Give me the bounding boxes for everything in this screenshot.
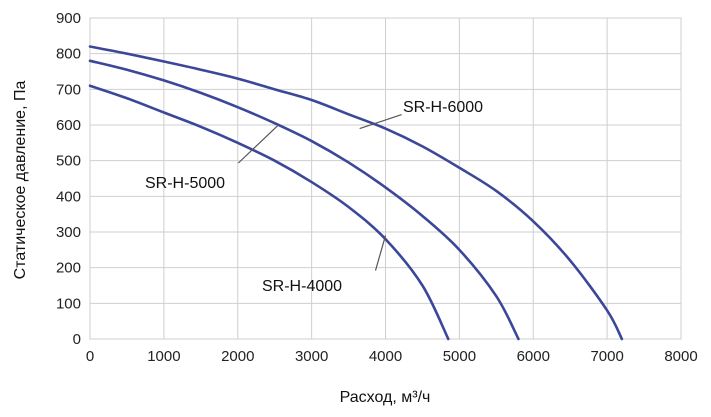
leader-line-sr-h-5000 [237, 124, 279, 164]
series-label-sr-h-6000: SR-H-6000 [403, 99, 483, 116]
y-tick-label-6: 600 [56, 117, 81, 134]
y-tick-label-8: 800 [56, 46, 81, 63]
series-line-sr-h-5000 [88, 59, 520, 341]
y-tick-label-3: 300 [56, 224, 81, 241]
y-tick-label-7: 700 [56, 81, 81, 98]
series-line-sr-h-4000 [88, 84, 450, 341]
series-label-sr-h-5000: SR-H-5000 [145, 175, 225, 192]
x-axis-title: Расход, м³/ч [340, 389, 431, 406]
x-tick-label-6: 6000 [517, 348, 550, 365]
y-tick-label-1: 100 [56, 295, 81, 312]
x-tick-label-8: 8000 [664, 348, 697, 365]
y-tick-label-0: 0 [73, 331, 81, 348]
leader-line-sr-h-6000 [359, 113, 402, 130]
x-tick-label-1: 1000 [147, 348, 180, 365]
y-tick-label-2: 200 [56, 260, 81, 277]
x-tick-label-5: 5000 [443, 348, 476, 365]
y-tick-label-5: 500 [56, 153, 81, 170]
x-tick-label-7: 7000 [590, 348, 623, 365]
series-line-sr-h-6000 [88, 45, 624, 341]
y-tick-label-9: 900 [56, 10, 81, 27]
x-tick-label-3: 3000 [295, 348, 328, 365]
x-tick-label-4: 4000 [369, 348, 402, 365]
axes: 0 1000 2000 3000 4000 5000 6000 7000 8000 0 100 200… [56, 10, 698, 365]
x-tick-label-2: 2000 [221, 348, 254, 365]
y-tick-label-4: 400 [56, 188, 81, 205]
y-axis-title: Статическое давление, Па [12, 81, 29, 280]
leader-line-sr-h-4000 [374, 235, 387, 271]
series-group [88, 45, 624, 341]
grid [89, 17, 682, 340]
x-tick-label-0: 0 [86, 348, 94, 365]
series-label-sr-h-4000: SR-H-4000 [262, 278, 342, 295]
series-labels: SR-H-4000 SR-H-5000 SR-H-6000 [145, 99, 483, 295]
